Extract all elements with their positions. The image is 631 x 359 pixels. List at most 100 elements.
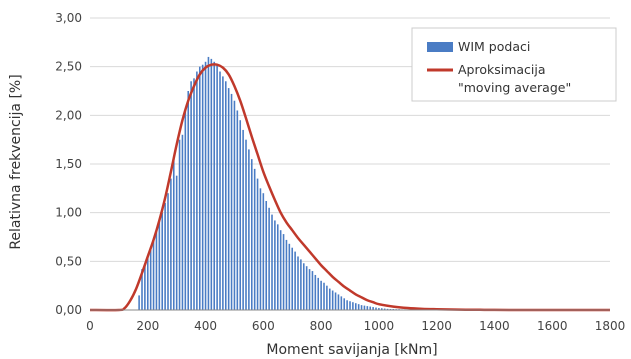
bar (375, 307, 377, 310)
x-axis-title: Moment savijanja [kNm] (266, 342, 437, 358)
legend-bars-label: WIM podaci (458, 39, 530, 54)
x-tick-label: 1600 (537, 319, 568, 333)
x-tick-label: 600 (252, 319, 275, 333)
bar (357, 304, 360, 310)
bar (175, 175, 178, 310)
bar (271, 214, 273, 310)
x-tick-label: 400 (194, 319, 217, 333)
y-tick-label: 2,50 (55, 60, 82, 74)
bar (372, 307, 374, 310)
legend-box (411, 27, 617, 102)
bar (155, 230, 158, 310)
bar (259, 188, 262, 310)
bar (242, 129, 244, 310)
legend-line-label-2: "moving average" (458, 80, 571, 95)
bar (222, 76, 224, 311)
bar (172, 159, 175, 310)
bar (198, 66, 201, 310)
x-tick-labels: 0 200 400 600 800 1000 1200 1400 1600 1800 (86, 319, 625, 333)
bar (178, 139, 181, 310)
bar (219, 71, 221, 310)
y-tick-label: 0,00 (55, 303, 82, 317)
x-tick-label: 200 (136, 319, 159, 333)
bar (233, 100, 236, 310)
bar (248, 149, 250, 310)
bar (144, 263, 146, 310)
bar (308, 269, 311, 310)
legend: WIM podaci Aproksimacija "moving average… (411, 27, 617, 102)
bar (216, 64, 218, 310)
approximation-line (89, 63, 610, 312)
bar (187, 91, 190, 310)
bar (352, 302, 354, 310)
bar (265, 200, 268, 310)
bar (149, 249, 152, 310)
bar (224, 81, 227, 311)
y-tick-labels: 0,00 0,50 1,00 1,50 2,00 2,50 3,00 (55, 11, 82, 317)
bar (141, 269, 143, 310)
bar (360, 305, 363, 310)
x-tick-label: 1800 (595, 319, 626, 333)
bar (274, 220, 276, 310)
legend-bars-swatch (427, 42, 453, 52)
bar (320, 280, 322, 310)
bar (305, 266, 308, 310)
bar (380, 308, 383, 310)
y-tick-label: 3,00 (55, 11, 82, 25)
bar (236, 110, 239, 310)
bar (340, 296, 343, 310)
x-tick-label: 1400 (479, 319, 510, 333)
bar (326, 285, 328, 310)
bar (250, 159, 253, 310)
bar (152, 239, 155, 310)
bar (181, 134, 184, 310)
bar (383, 308, 386, 310)
bar (138, 295, 140, 310)
bar (204, 61, 207, 310)
bar (207, 56, 210, 311)
bar (366, 306, 369, 310)
bar (302, 263, 305, 310)
bar (317, 277, 320, 310)
bar (349, 301, 351, 310)
bar (164, 202, 166, 310)
bar (227, 88, 230, 310)
bar (245, 139, 247, 310)
bar (193, 78, 195, 310)
y-tick-label: 1,00 (55, 206, 82, 220)
bar (378, 308, 380, 310)
bar (268, 207, 270, 310)
bar (337, 294, 340, 310)
bar (288, 243, 291, 310)
bar (346, 300, 348, 310)
bar (334, 292, 337, 310)
bar (210, 58, 213, 310)
y-tick-label: 1,50 (55, 157, 82, 171)
bar (253, 168, 256, 310)
bar (311, 271, 314, 310)
y-tick-label: 0,50 (55, 254, 82, 268)
bar (184, 110, 187, 310)
x-tick-label: 800 (310, 319, 333, 333)
x-tick-label: 1200 (421, 319, 452, 333)
y-tick-label: 2,00 (55, 108, 82, 122)
x-tick-label: 1000 (364, 319, 395, 333)
bar (294, 251, 296, 310)
bar (282, 234, 285, 310)
bar (386, 308, 389, 310)
bar (323, 282, 325, 310)
bar (213, 61, 216, 310)
bar (369, 306, 372, 310)
bar (297, 256, 299, 310)
bar (279, 230, 282, 310)
bar (256, 178, 259, 310)
bar (363, 305, 366, 310)
y-axis-title: Relativna frekvencija [%] (8, 74, 24, 249)
bar (146, 256, 149, 310)
bar (331, 290, 334, 310)
bar (161, 212, 164, 310)
bar (230, 93, 233, 310)
bar (167, 193, 169, 310)
bar (201, 64, 204, 310)
